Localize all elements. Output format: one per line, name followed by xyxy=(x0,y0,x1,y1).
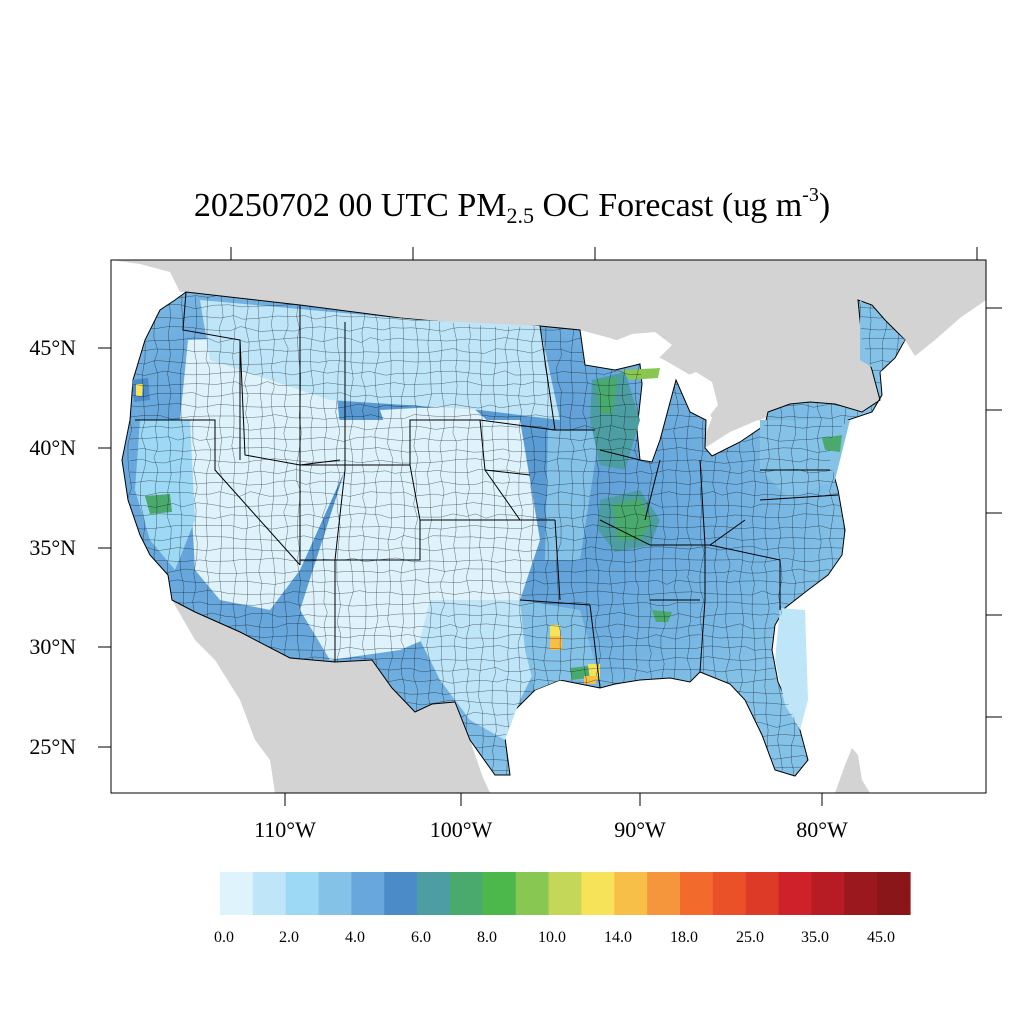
colorbar-swatch xyxy=(614,872,648,915)
colorbar-swatch xyxy=(712,872,747,915)
colorbar-swatch xyxy=(351,872,385,915)
lon-label-80w: 80°W xyxy=(796,817,848,842)
colorbar-label: 10.0 xyxy=(538,929,566,946)
lake-erie xyxy=(705,420,765,456)
colorbar-label: 35.0 xyxy=(801,929,829,946)
colorbar-label: 25.0 xyxy=(736,929,764,946)
colorbar-swatch xyxy=(252,872,287,915)
colorbar-swatch xyxy=(220,872,254,915)
map-frame xyxy=(110,259,987,794)
lake-huron xyxy=(676,372,718,420)
colorbar-swatch xyxy=(877,872,911,915)
colorbar-swatch xyxy=(647,872,681,915)
map-title: 20250702 00 UTC PM2.5 OC Forecast (ug m-… xyxy=(193,184,831,228)
colorbar-swatch xyxy=(515,872,550,915)
colorbar-swatch xyxy=(318,872,353,915)
colorbar-label: 14.0 xyxy=(604,929,632,946)
colorbar-swatch xyxy=(745,872,780,915)
colorbar-swatch xyxy=(450,872,484,915)
mexico-landmass xyxy=(172,600,490,793)
lat-label-40n: 40°N xyxy=(29,435,76,460)
lat-label-25n: 25°N xyxy=(29,734,76,759)
lake-superior xyxy=(585,332,672,370)
contiguous-us xyxy=(121,291,906,777)
cuba-landmass xyxy=(835,748,870,793)
colorbar-swatch xyxy=(680,872,714,915)
lon-label-100w: 100°W xyxy=(429,817,493,842)
colorbar-label: 8.0 xyxy=(477,929,497,946)
colorbar-swatch xyxy=(384,872,418,915)
lon-label-90w: 90°W xyxy=(614,817,666,842)
lat-label-30n: 30°N xyxy=(29,634,76,659)
colorbar-swatch xyxy=(285,872,320,915)
colorbar-swatch xyxy=(581,872,615,915)
lake-michigan xyxy=(637,380,662,462)
colorbar xyxy=(220,872,911,915)
lon-label-110w: 110°W xyxy=(254,817,316,842)
colorbar-label: 4.0 xyxy=(345,929,365,946)
lat-label-45n: 45°N xyxy=(29,335,76,360)
colorbar-swatch xyxy=(417,872,451,915)
axis-ticks xyxy=(98,247,1002,806)
colorbar-label: 45.0 xyxy=(867,929,895,946)
colorbar-label: 18.0 xyxy=(670,929,698,946)
colorbar-label: 6.0 xyxy=(411,929,431,946)
colorbar-swatch xyxy=(482,872,517,915)
colorbar-swatch xyxy=(811,872,845,915)
lat-label-35n: 35°N xyxy=(29,535,76,560)
colorbar-swatch xyxy=(844,872,878,915)
map-canvas xyxy=(111,260,986,793)
colorbar-swatch xyxy=(778,872,813,915)
colorbar-label: 2.0 xyxy=(279,929,299,946)
canada-landmass xyxy=(111,260,986,448)
colorbar-label: 0.0 xyxy=(214,929,234,946)
colorbar-swatch xyxy=(548,872,583,915)
